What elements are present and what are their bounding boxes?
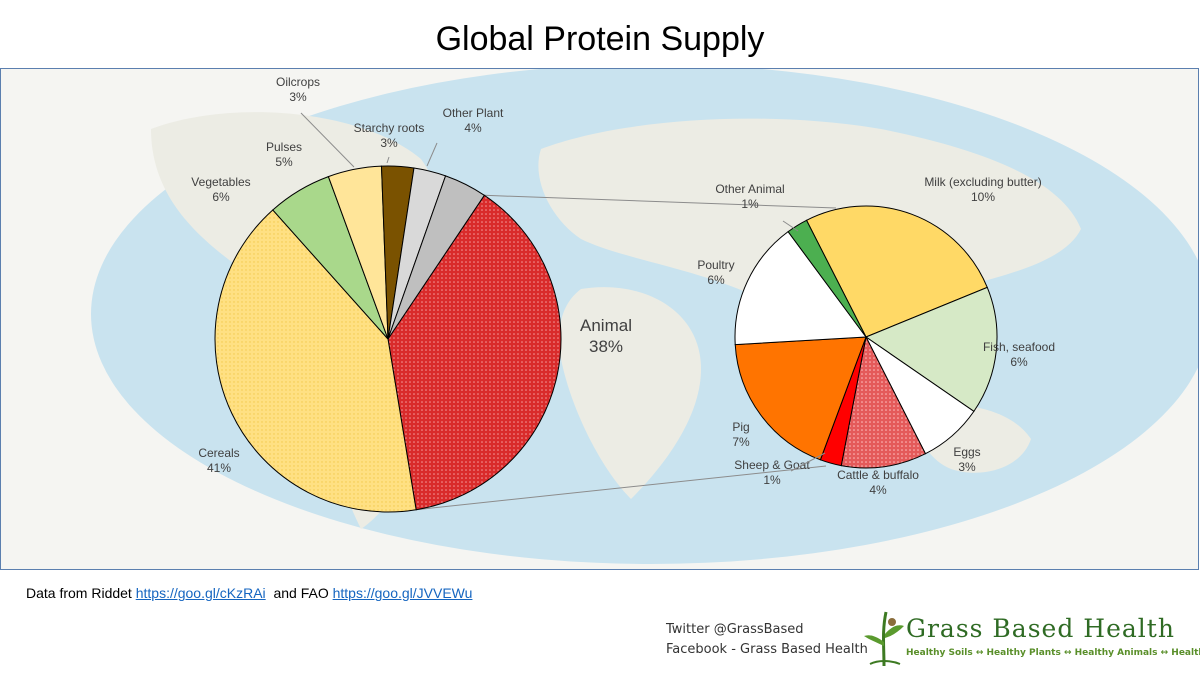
main-label-name-vegetables: Vegetables — [191, 175, 250, 189]
animal-label-value-other-animal: 1% — [741, 197, 759, 211]
main-label-value-vegetables: 6% — [212, 190, 230, 204]
animal-label-value-pig: 7% — [732, 435, 750, 449]
main-label-value-pulses: 5% — [275, 155, 293, 169]
animal-label-name-poultry: Poultry — [697, 258, 734, 272]
main-label-cereals: Cereals 41% — [198, 446, 239, 475]
animal-leader-other-animal — [782, 220, 799, 232]
main-label-oilcrops: Oilcrops 3% — [276, 75, 320, 104]
animal-slice-poultry — [734, 230, 867, 346]
main-label-pulses: Pulses 5% — [266, 140, 302, 169]
main-leader-starchy-roots — [386, 156, 390, 164]
main-label-name-starchy-roots: Starchy roots — [354, 121, 425, 135]
main-slice-other-plant — [387, 175, 486, 340]
animal-label-sheep-goat: Sheep & Goat 1% — [734, 458, 810, 487]
main-label-vegetables: Vegetables 6% — [191, 175, 250, 204]
animal-label-name-milk-excluding-butter: Milk (excluding butter) — [924, 175, 1041, 189]
animal-label-value-fish-seafood: 6% — [1010, 355, 1028, 369]
main-label-other-plant: Other Plant 4% — [443, 106, 504, 135]
protein-pie-charts: Animal 38%Cereals 41%Vegetables 6%Pulses 5%O… — [91, 69, 1198, 564]
animal-breakdown-pie — [734, 205, 998, 469]
main-label-value-starchy-roots: 3% — [380, 136, 398, 150]
grass-sprout-icon — [864, 611, 904, 667]
animal-label-other-animal: Other Animal 1% — [715, 182, 784, 211]
main-pie — [214, 165, 562, 513]
source-note: Data from Riddet https://goo.gl/cKzRAi a… — [26, 585, 472, 601]
animal-slice-cattle-buffalo — [840, 335, 927, 469]
main-slice-animal — [387, 194, 562, 511]
main-label-name-cereals: Cereals — [198, 446, 239, 460]
main-leader-oilcrops — [300, 112, 355, 168]
main-label-value-cereals: 41% — [207, 461, 231, 475]
main-label-value-other-plant: 4% — [464, 121, 482, 135]
animal-slice-milk-excluding-butter — [805, 205, 988, 338]
animal-label-milk-excluding-butter: Milk (excluding butter) 10% — [924, 175, 1041, 204]
source-middle: and FAO — [273, 585, 329, 601]
animal-slice-pig — [734, 336, 867, 461]
animal-label-value-poultry: 6% — [707, 273, 725, 287]
main-label-starchy-roots: Starchy roots 3% — [354, 121, 425, 150]
main-label-name-other-plant: Other Plant — [443, 106, 504, 120]
twitter-handle: Twitter @GrassBased — [666, 622, 804, 637]
riddet-link[interactable]: https://goo.gl/cKzRAi — [135, 585, 266, 601]
connector-bottom — [416, 465, 827, 511]
animal-slice-fish-seafood — [864, 286, 998, 413]
animal-label-cattle-buffalo: Cattle & buffalo 4% — [837, 468, 919, 497]
animal-label-pig: Pig 7% — [732, 420, 750, 449]
chart-panel: Animal 38% Cereals 41% Vegetables 6% Pulses 5% O… — [0, 68, 1199, 570]
animal-label-name-pig: Pig — [732, 420, 749, 434]
main-label-name-animal: Animal — [580, 316, 632, 335]
animal-label-value-eggs: 3% — [958, 460, 976, 474]
animal-slice-other-animal — [787, 219, 867, 338]
animal-label-eggs: Eggs 3% — [953, 445, 980, 474]
animal-label-value-cattle-buffalo: 4% — [869, 483, 887, 497]
animal-label-name-sheep-goat: Sheep & Goat — [734, 458, 810, 472]
source-prefix: Data from Riddet — [26, 585, 132, 601]
animal-label-value-sheep-goat: 1% — [763, 473, 781, 487]
logo-wordmark: Grass Based Health — [906, 614, 1175, 643]
fao-link[interactable]: https://goo.gl/JVVEWu — [332, 585, 473, 601]
main-leader-other-plant — [426, 142, 438, 167]
main-label-name-oilcrops: Oilcrops — [276, 75, 320, 89]
animal-label-fish-seafood: Fish, seafood 6% — [983, 340, 1055, 369]
main-label-name-pulses: Pulses — [266, 140, 302, 154]
animal-leader-sheep-goat — [790, 452, 826, 472]
social-handles: Twitter @GrassBased Facebook - Grass Bas… — [666, 620, 868, 660]
animal-label-name-cattle-buffalo: Cattle & buffalo — [837, 468, 919, 482]
main-label-animal: Animal 38% — [580, 316, 632, 356]
facebook-handle: Facebook - Grass Based Health — [666, 642, 868, 657]
main-slice-cereals — [214, 209, 417, 513]
animal-label-poultry: Poultry 6% — [697, 258, 734, 287]
animal-label-value-milk-excluding-butter: 10% — [971, 190, 995, 204]
animal-label-name-fish-seafood: Fish, seafood — [983, 340, 1055, 354]
connector-top — [484, 194, 837, 209]
animal-label-name-other-animal: Other Animal — [715, 182, 784, 196]
main-label-value-animal: 38% — [589, 337, 623, 356]
logo-tagline: Healthy Soils ↔ Healthy Plants ↔ Healthy… — [906, 648, 1200, 658]
main-label-value-oilcrops: 3% — [289, 90, 307, 104]
animal-label-name-eggs: Eggs — [953, 445, 980, 459]
grass-based-health-logo: Grass Based Health Healthy Soils ↔ Healt… — [862, 606, 1200, 668]
chart-title: Global Protein Supply — [435, 20, 765, 58]
pie-labels: Animal 38%Cereals 41%Vegetables 6%Pulses 5%O… — [191, 75, 1055, 497]
pie-connector-lines — [416, 194, 837, 511]
